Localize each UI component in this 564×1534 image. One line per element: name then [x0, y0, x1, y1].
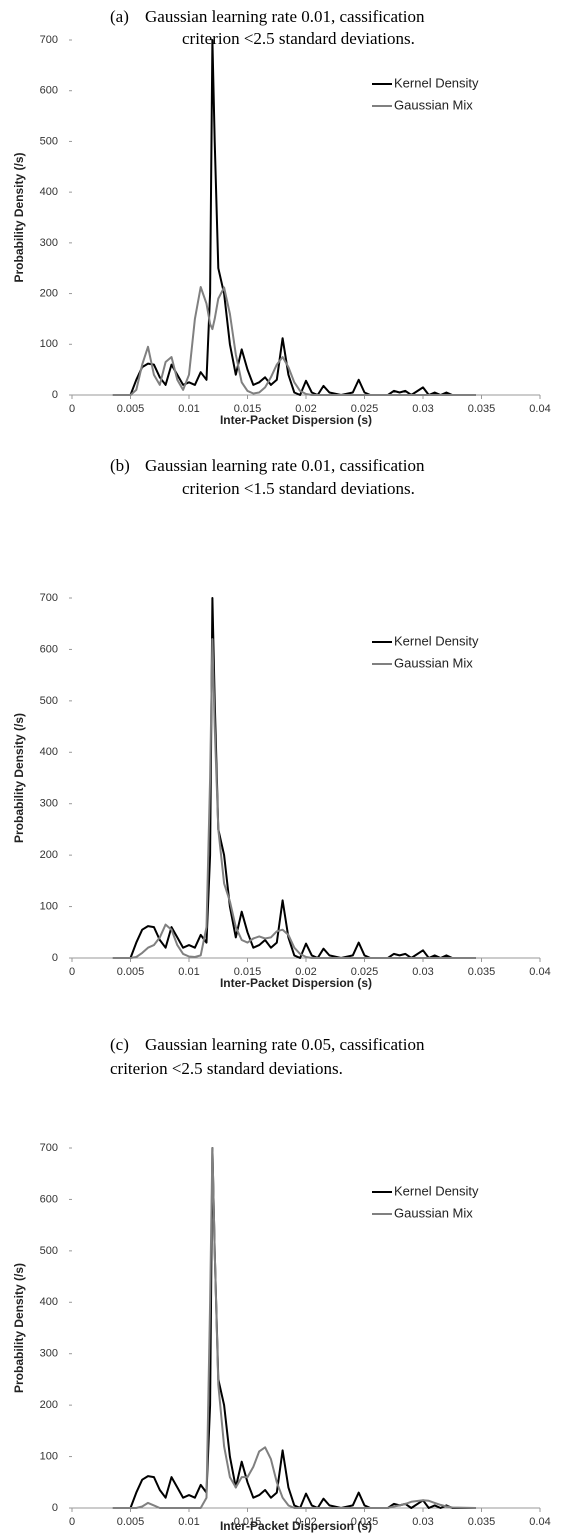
caption-line: Gaussian learning rate 0.01, cassificati… — [145, 456, 425, 475]
data-line — [112, 39, 476, 396]
x-tick-label: 0 — [69, 1516, 75, 1528]
caption-line: criterion <2.5 standard deviations. — [182, 29, 415, 48]
y-tick-label: 100 — [40, 338, 58, 350]
caption-line: Gaussian learning rate 0.05, cassificati… — [145, 1035, 425, 1054]
y-tick-label: 200 — [40, 849, 58, 861]
x-tick-label: 0.005 — [117, 403, 145, 415]
x-tick-label: 0.02 — [295, 1516, 316, 1528]
caption-line: criterion <2.5 standard deviations. — [110, 1059, 343, 1078]
y-tick-label: 600 — [40, 1193, 58, 1205]
caption-label: (b) — [110, 456, 130, 475]
y-tick-label: 700 — [40, 592, 58, 604]
x-tick-label: 0.035 — [468, 1516, 496, 1528]
y-tick-label: 0 — [52, 952, 58, 964]
y-axis-label: Probability Density (/s) — [12, 152, 26, 282]
y-tick-label: 400 — [40, 186, 58, 198]
data-line — [112, 1147, 476, 1509]
x-tick-label: 0.01 — [178, 1516, 199, 1528]
y-tick-label: 400 — [40, 1296, 58, 1308]
x-tick-label: 0.005 — [117, 966, 145, 978]
y-tick-label: 500 — [40, 695, 58, 707]
caption-label: (a) — [110, 7, 129, 26]
legend-label: Kernel Density — [394, 1183, 479, 1198]
y-tick-label: 0 — [52, 389, 58, 401]
y-tick-label: 100 — [40, 1450, 58, 1462]
x-axis-label: Inter-Packet Dispersion (s) — [220, 976, 372, 990]
data-line — [112, 638, 476, 959]
y-tick-label: 0 — [52, 1502, 58, 1514]
x-tick-label: 0.025 — [351, 966, 379, 978]
x-tick-label: 0.015 — [234, 403, 262, 415]
x-tick-label: 0.035 — [468, 966, 496, 978]
legend-label: Gaussian Mix — [394, 1205, 473, 1220]
x-tick-label: 0.02 — [295, 966, 316, 978]
data-line — [112, 597, 476, 959]
legend-label: Gaussian Mix — [394, 97, 473, 112]
x-tick-label: 0.04 — [529, 1516, 550, 1528]
x-tick-label: 0.025 — [351, 1516, 379, 1528]
x-tick-label: 0.03 — [412, 403, 433, 415]
y-tick-label: 400 — [40, 746, 58, 758]
y-tick-label: 500 — [40, 135, 58, 147]
x-tick-label: 0.03 — [412, 1516, 433, 1528]
y-tick-label: 600 — [40, 643, 58, 655]
y-tick-label: 200 — [40, 1399, 58, 1411]
caption-label: (c) — [110, 1035, 129, 1054]
y-tick-label: 700 — [40, 1142, 58, 1154]
x-axis-label: Inter-Packet Dispersion (s) — [220, 1519, 372, 1533]
x-tick-label: 0.025 — [351, 403, 379, 415]
x-tick-label: 0.01 — [178, 403, 199, 415]
caption-line: Gaussian learning rate 0.01, cassificati… — [145, 7, 425, 26]
x-tick-label: 0.02 — [295, 403, 316, 415]
legend-label: Gaussian Mix — [394, 655, 473, 670]
x-axis-label: Inter-Packet Dispersion (s) — [220, 413, 372, 427]
y-tick-label: 300 — [40, 798, 58, 810]
y-tick-label: 600 — [40, 85, 58, 97]
y-axis-label: Probability Density (/s) — [12, 713, 26, 843]
x-tick-label: 0.04 — [529, 403, 550, 415]
data-line — [112, 1147, 476, 1509]
y-tick-label: 500 — [40, 1245, 58, 1257]
x-tick-label: 0 — [69, 966, 75, 978]
x-tick-label: 0.005 — [117, 1516, 145, 1528]
y-tick-label: 200 — [40, 287, 58, 299]
legend-label: Kernel Density — [394, 75, 479, 90]
x-tick-label: 0.04 — [529, 966, 550, 978]
y-tick-label: 300 — [40, 1348, 58, 1360]
data-line — [112, 286, 476, 396]
y-axis-label: Probability Density (/s) — [12, 1263, 26, 1393]
legend-label: Kernel Density — [394, 633, 479, 648]
y-tick-label: 300 — [40, 237, 58, 249]
x-tick-label: 0.015 — [234, 1516, 262, 1528]
y-tick-label: 700 — [40, 34, 58, 46]
x-tick-label: 0.01 — [178, 966, 199, 978]
x-tick-label: 0.035 — [468, 403, 496, 415]
x-tick-label: 0.015 — [234, 966, 262, 978]
y-tick-label: 100 — [40, 900, 58, 912]
x-tick-label: 0.03 — [412, 966, 433, 978]
caption-line: criterion <1.5 standard deviations. — [182, 479, 415, 498]
x-tick-label: 0 — [69, 403, 75, 415]
